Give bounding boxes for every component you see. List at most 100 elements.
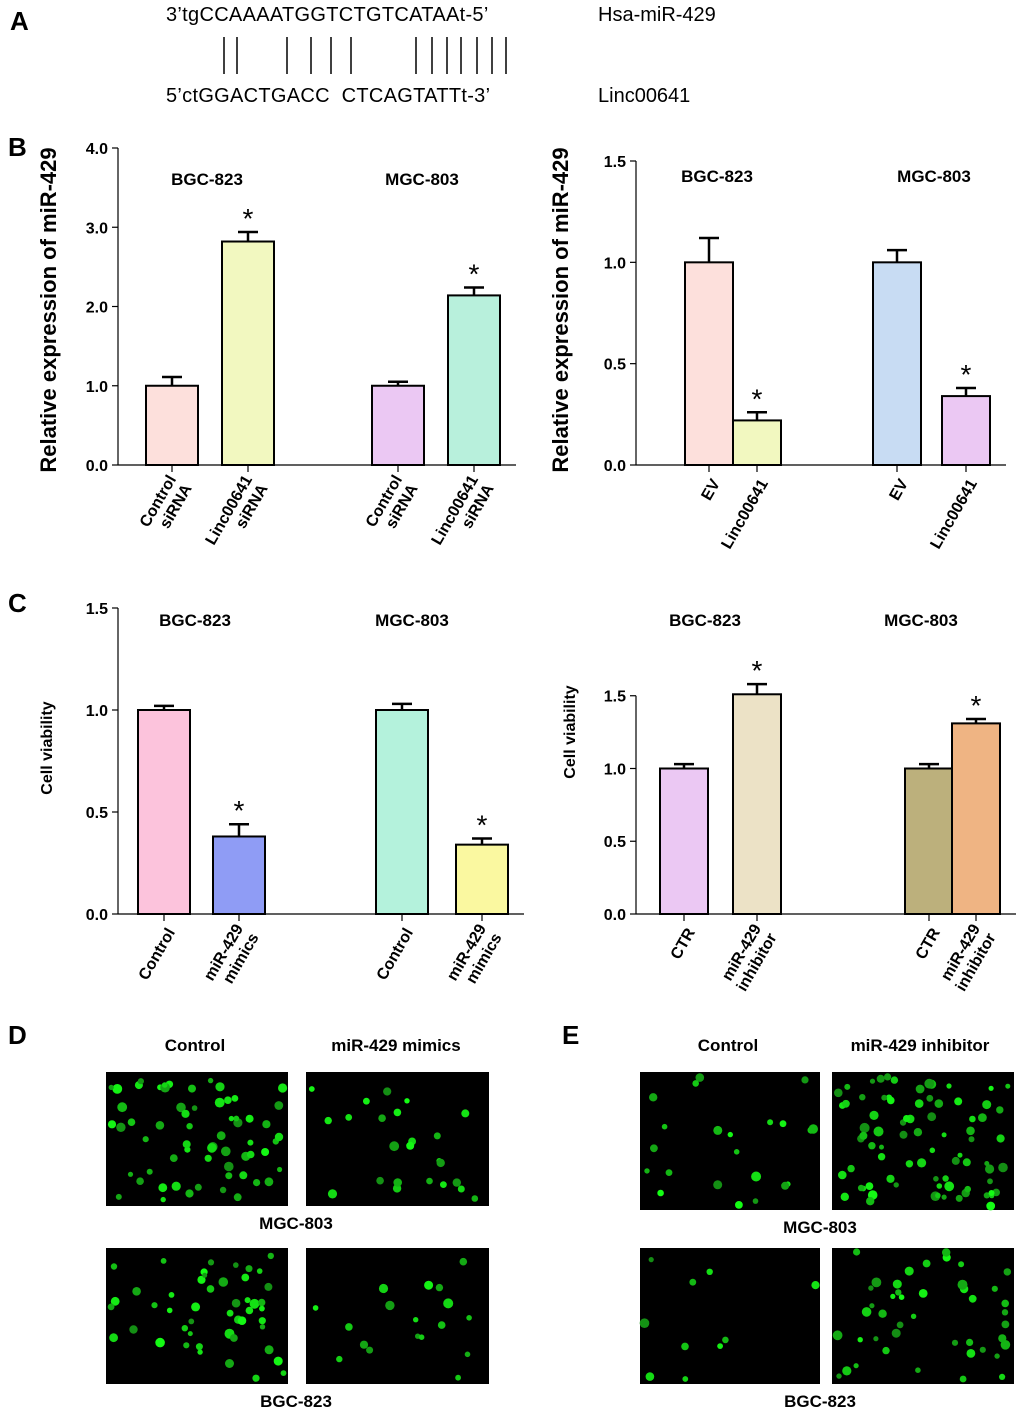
panel-d-row-label-mgc803: MGC-803 (259, 1214, 333, 1233)
fluorescent-cell (187, 1331, 193, 1337)
fluorescent-cell (151, 1302, 158, 1309)
fluorescent-cell (951, 1339, 959, 1346)
fluorescent-cell (393, 1108, 402, 1117)
fluorescent-cell (267, 1252, 274, 1260)
fluorescent-cell (245, 1265, 253, 1273)
fluorescent-cell (406, 1141, 415, 1150)
fluorescent-cell (881, 1094, 888, 1101)
category-label-line: Control (374, 926, 417, 984)
fluorescent-cell (866, 1197, 875, 1206)
fluorescent-cell (256, 1268, 263, 1274)
y-axis-label: Cell viability (562, 685, 579, 778)
fluorescent-cell (922, 1259, 931, 1268)
fluorescent-cell (424, 1280, 434, 1290)
fluorescent-cell (982, 1100, 992, 1110)
fluorescent-cell (324, 1116, 332, 1125)
fluorescent-cell (345, 1323, 353, 1331)
fluorescent-cell (689, 1278, 697, 1286)
bar (447, 294, 501, 466)
bar (941, 395, 991, 466)
bar (455, 843, 509, 916)
fluorescent-cell (884, 1073, 892, 1081)
bar (137, 709, 191, 915)
y-tick-label: 1.5 (604, 689, 626, 706)
fluorescent-cell (941, 1132, 947, 1138)
fluorescent-cell (258, 1298, 266, 1307)
chart-c1: 0.0 0.5 1.0 1.5 Cell viability BGC-823 MGC-803… (39, 601, 524, 992)
fluorescent-cell (204, 1154, 212, 1162)
group-title: BGC-823 (681, 167, 753, 186)
micrograph-e-bgc823-control (639, 1248, 820, 1384)
significance-star: * (477, 810, 488, 841)
fluorescent-cell (226, 1309, 234, 1317)
lncrna-sequence: 5’ctGGACTGACC CTCAGTATTt-3’ (166, 85, 491, 107)
fluorescent-cell (904, 1266, 914, 1276)
bar (732, 419, 782, 466)
fluorescent-cell (865, 1182, 874, 1190)
fluorescent-cell (115, 1193, 122, 1200)
fluorescent-cell (859, 1094, 866, 1101)
fluorescent-cell (389, 1141, 400, 1152)
fluorescent-cell (464, 1351, 471, 1358)
micrograph-e-mgc803-inhibitor (832, 1072, 1014, 1211)
panel-label-c: C (8, 588, 27, 618)
fluorescent-cell (966, 1338, 974, 1346)
fluorescent-cell (648, 1257, 654, 1263)
panel-e-row-label-mgc803: MGC-803 (783, 1218, 857, 1237)
fluorescent-cell (887, 1096, 895, 1105)
chart-b2: 0.0 0.5 1.0 1.5 Relative expression of miR-4… (548, 147, 1006, 552)
fluorescent-cell (252, 1374, 260, 1382)
fluorescent-cell (378, 1283, 389, 1294)
fluorescent-cell (998, 1334, 1007, 1343)
fluorescent-cell (877, 1153, 886, 1161)
category-label-line: EV (887, 476, 913, 503)
fluorescent-cell (169, 1154, 178, 1162)
fluorescent-cell (359, 1340, 369, 1349)
fluorescent-cell (219, 1186, 227, 1194)
y-tick-label: 1.5 (604, 154, 626, 171)
fluorescent-cell (233, 1193, 242, 1202)
group-title: MGC-803 (884, 611, 958, 630)
micrograph-background (106, 1248, 288, 1384)
fluorescent-cell (944, 1181, 955, 1192)
fluorescent-cell (216, 1131, 226, 1141)
fluorescent-cell (188, 1318, 195, 1325)
category-label-line: CTR (913, 925, 944, 962)
category-label: Linc00641 (928, 476, 981, 552)
fluorescent-cell (996, 1134, 1005, 1143)
fluorescent-cell (107, 1120, 117, 1129)
fluorescent-cell (893, 1182, 899, 1188)
fluorescent-cell (202, 1272, 208, 1278)
panel-label-d: D (8, 1020, 27, 1050)
fluorescent-cell (155, 1121, 165, 1130)
fluorescent-cell (681, 1342, 689, 1351)
group-title: BGC-823 (669, 611, 741, 630)
category-label: miR-429mimics (444, 921, 505, 992)
fluorescent-cell (859, 1122, 870, 1133)
fluorescent-cell (913, 1128, 923, 1137)
fluorescent-cell (998, 1162, 1008, 1173)
fluorescent-cell (146, 1168, 153, 1175)
significance-star: * (243, 203, 254, 234)
y-tick-label: 4.0 (86, 141, 108, 158)
fluorescent-cell (262, 1120, 271, 1129)
fluorescent-cell (194, 1183, 202, 1191)
fluorescent-cell (436, 1158, 445, 1168)
fluorescent-cell (249, 1298, 260, 1309)
category-label: Control (136, 926, 179, 984)
fluorescent-cell (308, 1086, 315, 1092)
fluorescent-cell (868, 1285, 874, 1291)
fluorescent-cell (183, 1342, 190, 1349)
fluorescent-cell (137, 1078, 144, 1085)
fluorescent-cell (244, 1297, 251, 1304)
fluorescent-cell (706, 1268, 713, 1276)
fluorescent-cell (186, 1123, 193, 1130)
fluorescent-cell (440, 1181, 447, 1188)
fluorescent-cell (649, 1093, 658, 1102)
fluorescent-cell (983, 1192, 990, 1199)
fluorescent-cell (873, 1126, 884, 1137)
fluorescent-cell (127, 1118, 136, 1126)
fluorescent-cell (882, 1346, 890, 1355)
panel-label-a: A (10, 6, 29, 36)
fluorescent-cell (926, 1094, 934, 1102)
